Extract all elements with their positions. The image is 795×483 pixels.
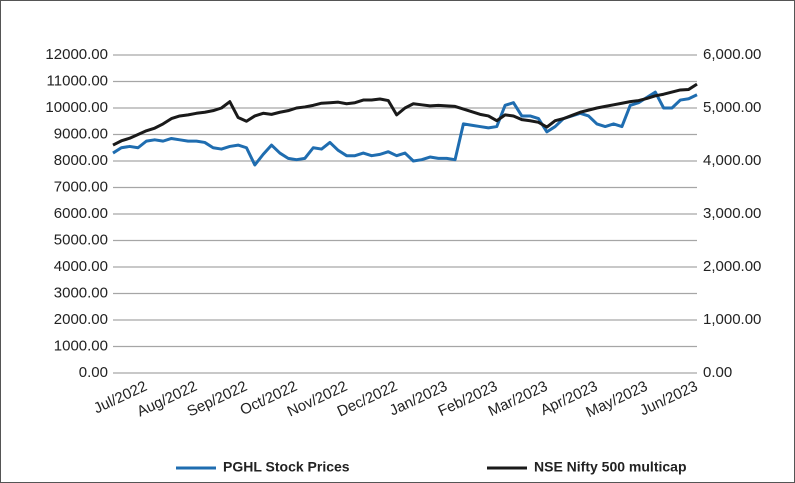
series-line — [112, 82, 698, 147]
y-tick-label: 1000.00 — [54, 337, 108, 354]
y-tick-label: 4000.00 — [54, 258, 108, 275]
y2-tick-label: 1,000.00 — [703, 311, 761, 328]
y-tick-label: 8000.00 — [54, 152, 108, 169]
y-tick-label: 5000.00 — [54, 231, 108, 248]
legend-label: NSE Nifty 500 multicap — [534, 459, 687, 475]
y-tick-label: 7000.00 — [54, 178, 108, 195]
y2-tick-label: 6,000.00 — [703, 46, 761, 63]
y2-tick-label: 4,000.00 — [703, 152, 761, 169]
y2-tick-label: 3,000.00 — [703, 205, 761, 222]
y-tick-label: 12000.00 — [45, 46, 108, 63]
y-tick-label: 3000.00 — [54, 284, 108, 301]
y-tick-label: 2000.00 — [54, 311, 108, 328]
y-tick-label: 11000.00 — [47, 72, 108, 89]
y2-tick-label: 2,000.00 — [703, 258, 761, 275]
y-tick-label: 9000.00 — [54, 125, 108, 142]
y-tick-label: 10000.00 — [45, 99, 108, 116]
y2-tick-label: 5,000.00 — [703, 99, 761, 116]
legend-label: PGHL Stock Prices — [223, 459, 350, 475]
y2-tick-label: 0.00 — [703, 364, 732, 381]
y-tick-label: 0.00 — [79, 364, 108, 381]
series-line — [112, 90, 698, 167]
y-tick-label: 6000.00 — [54, 205, 108, 222]
